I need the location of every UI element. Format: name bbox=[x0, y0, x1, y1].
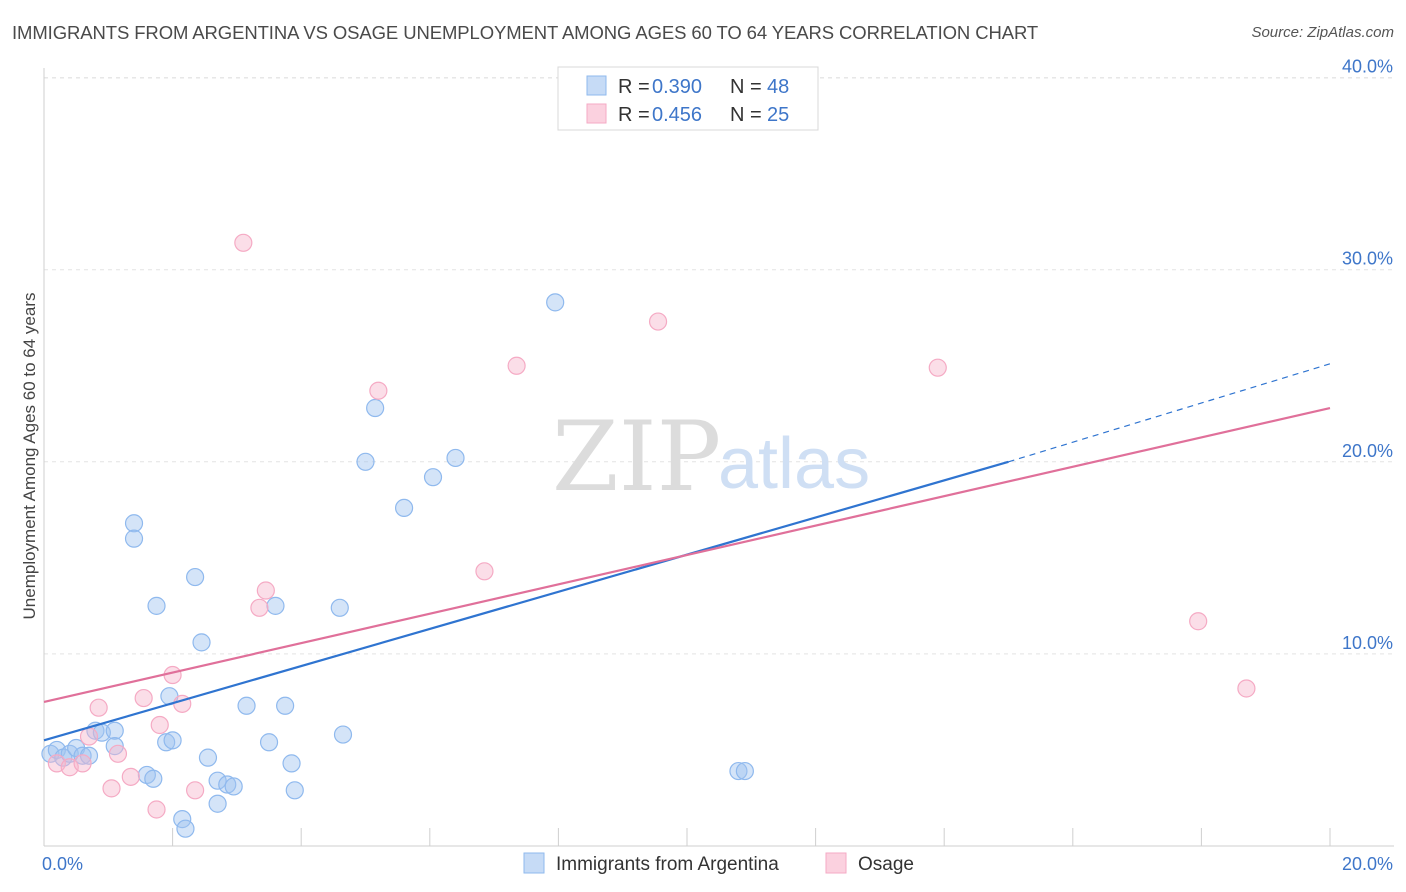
point-argentina-33 bbox=[285, 781, 304, 800]
y-tick-label-40: 40.0% bbox=[1342, 57, 1393, 77]
point-argentina-16 bbox=[157, 733, 176, 752]
trend-line-argentina-extension bbox=[1008, 363, 1331, 463]
point-osage-19 bbox=[507, 356, 526, 375]
point-argentina-24 bbox=[208, 771, 227, 790]
point-argentina-30 bbox=[266, 596, 285, 615]
series-osage-points bbox=[47, 233, 1256, 819]
trend-line-osage bbox=[43, 406, 1331, 703]
bottom-legend-swatch-argentina bbox=[523, 852, 545, 874]
point-argentina-35 bbox=[333, 725, 353, 744]
point-argentina-19 bbox=[173, 810, 192, 829]
x-tick-label-min: 0.0% bbox=[42, 854, 83, 874]
legend-r-value-argentina: 0.390 bbox=[652, 76, 702, 98]
point-argentina-12 bbox=[124, 529, 144, 548]
legend-n-value-osage: 25 bbox=[767, 104, 789, 126]
legend-r-label-argentina: R = bbox=[618, 76, 650, 98]
point-osage-7 bbox=[121, 767, 140, 786]
point-osage-8 bbox=[134, 688, 153, 708]
point-argentina-20 bbox=[176, 819, 195, 838]
series-argentina-points bbox=[41, 293, 754, 838]
watermark-atlas: atlas bbox=[718, 424, 870, 504]
point-argentina-21 bbox=[186, 567, 205, 587]
point-osage-17 bbox=[369, 381, 388, 400]
legend-swatch-argentina bbox=[586, 75, 607, 96]
y-tick-label-10: 10.0% bbox=[1342, 633, 1393, 653]
point-argentina-41 bbox=[546, 293, 565, 312]
legend-swatch-osage bbox=[586, 103, 607, 124]
point-osage-18 bbox=[475, 562, 494, 581]
point-argentina-14 bbox=[144, 769, 163, 788]
bottom-legend-label-argentina: Immigrants from Argentina bbox=[556, 854, 779, 875]
axes bbox=[43, 68, 1394, 847]
watermark-zip: ZIP bbox=[552, 401, 721, 513]
point-argentina-26 bbox=[218, 775, 237, 794]
point-osage-23 bbox=[1237, 679, 1256, 698]
legend-r-label-osage: R = bbox=[618, 104, 650, 126]
correlation-legend: R = 0.390 N = 48 R = 0.456 N = 25 bbox=[557, 66, 819, 131]
point-argentina-29 bbox=[259, 733, 279, 752]
point-argentina-11 bbox=[124, 514, 144, 533]
point-argentina-43 bbox=[735, 761, 754, 781]
point-osage-4 bbox=[89, 698, 108, 717]
bottom-legend-label-osage: Osage bbox=[858, 854, 914, 875]
series-legend: Immigrants from Argentina Osage bbox=[523, 852, 914, 875]
y-tick-labels: 10.0% 20.0% 30.0% 40.0% bbox=[1342, 57, 1393, 653]
point-argentina-23 bbox=[198, 748, 218, 767]
trend-lines bbox=[43, 363, 1331, 742]
y-tick-label-30: 30.0% bbox=[1342, 249, 1393, 269]
point-argentina-15 bbox=[147, 596, 166, 615]
point-argentina-40 bbox=[446, 448, 465, 468]
point-argentina-5 bbox=[73, 746, 92, 765]
point-osage-13 bbox=[186, 781, 205, 800]
trend-line-argentina bbox=[43, 460, 1009, 742]
point-argentina-32 bbox=[282, 754, 301, 773]
point-osage-9 bbox=[147, 800, 166, 819]
point-argentina-31 bbox=[276, 696, 295, 715]
legend-n-label-osage: N = bbox=[730, 104, 762, 126]
y-axis-title: Unemployment Among Ages 60 to 64 years bbox=[20, 293, 39, 620]
point-osage-11 bbox=[163, 665, 182, 685]
point-argentina-25 bbox=[208, 794, 227, 813]
gridlines bbox=[44, 77, 1394, 655]
chart-title: IMMIGRANTS FROM ARGENTINA VS OSAGE UNEMP… bbox=[12, 22, 1039, 43]
source-label: Source: ZipAtlas.com bbox=[1251, 24, 1394, 41]
watermark: ZIP atlas bbox=[552, 401, 870, 513]
point-argentina-34 bbox=[330, 598, 349, 617]
point-argentina-38 bbox=[394, 498, 414, 518]
point-osage-20 bbox=[648, 312, 668, 331]
point-argentina-42 bbox=[729, 761, 748, 781]
point-argentina-18 bbox=[163, 731, 182, 750]
point-argentina-37 bbox=[366, 398, 385, 418]
x-tick-label-max: 20.0% bbox=[1342, 854, 1393, 874]
y-tick-label-20: 20.0% bbox=[1342, 441, 1393, 461]
x-ticks bbox=[43, 828, 1331, 846]
point-argentina-22 bbox=[192, 633, 211, 652]
point-argentina-28 bbox=[237, 696, 256, 715]
point-osage-16 bbox=[256, 581, 275, 600]
legend-n-value-argentina: 48 bbox=[767, 76, 789, 98]
point-osage-3 bbox=[79, 727, 99, 746]
point-osage-21 bbox=[928, 358, 947, 377]
point-argentina-27 bbox=[224, 777, 243, 796]
point-osage-15 bbox=[250, 598, 269, 617]
point-osage-22 bbox=[1189, 612, 1208, 631]
legend-r-value-osage: 0.456 bbox=[652, 104, 702, 126]
bottom-legend-swatch-osage bbox=[825, 852, 847, 874]
point-osage-14 bbox=[234, 233, 253, 252]
legend-n-label-argentina: N = bbox=[730, 76, 762, 98]
point-argentina-36 bbox=[356, 452, 375, 471]
point-argentina-39 bbox=[423, 468, 443, 487]
point-osage-10 bbox=[150, 715, 169, 735]
point-argentina-9 bbox=[105, 721, 124, 740]
point-osage-5 bbox=[102, 779, 121, 798]
point-osage-2 bbox=[73, 754, 92, 773]
point-osage-6 bbox=[108, 744, 128, 763]
